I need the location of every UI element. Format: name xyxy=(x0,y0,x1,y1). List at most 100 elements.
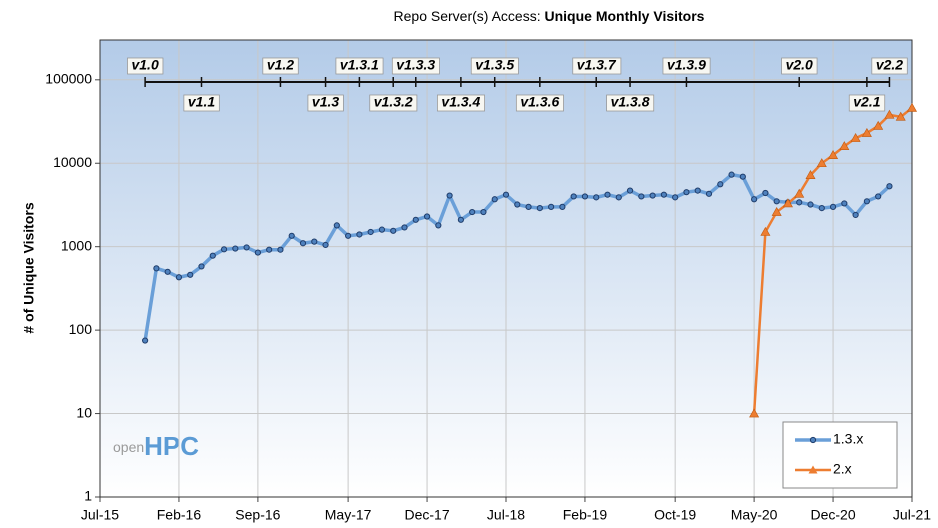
marker xyxy=(435,222,442,229)
logo-open: open xyxy=(113,439,144,455)
y-tick-label: 100 xyxy=(69,321,93,337)
logo-hpc: HPC xyxy=(144,431,199,461)
marker xyxy=(771,206,782,216)
release-label: v1.3.9 xyxy=(667,57,706,73)
marker xyxy=(232,245,239,252)
x-tick-label: May-20 xyxy=(731,507,778,523)
marker xyxy=(502,191,510,198)
marker xyxy=(198,263,205,270)
marker xyxy=(762,189,769,197)
marker xyxy=(401,224,408,231)
release-box xyxy=(262,57,299,75)
release-label: v1.1 xyxy=(188,94,215,110)
marker xyxy=(536,205,543,212)
marker xyxy=(209,252,216,259)
marker xyxy=(220,246,228,253)
marker xyxy=(649,192,656,199)
release-label: v2.2 xyxy=(876,57,903,73)
x-tick-label: Oct-19 xyxy=(654,507,696,523)
marker xyxy=(604,191,611,198)
release-label: v1.2 xyxy=(267,57,294,73)
legend-box xyxy=(782,421,898,489)
release-box xyxy=(369,94,418,112)
y-tick-label: 10000 xyxy=(53,154,92,170)
x-tick-label: Sep-16 xyxy=(235,507,280,523)
marker xyxy=(164,268,171,275)
x-tick-label: May-17 xyxy=(325,507,372,523)
release-box xyxy=(662,57,711,75)
y-axis-label: # of Unique Visitors xyxy=(21,202,37,333)
marker xyxy=(728,171,735,178)
marker xyxy=(818,205,825,212)
marker xyxy=(615,194,622,201)
marker xyxy=(559,203,566,210)
marker xyxy=(593,194,600,201)
marker xyxy=(886,183,893,190)
marker xyxy=(805,170,816,179)
marker xyxy=(367,228,374,236)
marker xyxy=(829,203,837,210)
marker xyxy=(345,232,352,239)
chart-title: Repo Server(s) Access: Unique Monthly Vi… xyxy=(394,8,705,24)
release-label: v1.3.4 xyxy=(441,94,480,110)
marker xyxy=(760,226,771,236)
marker xyxy=(288,232,295,239)
y-tick-label: 1000 xyxy=(61,237,92,253)
release-box xyxy=(391,57,440,75)
marker xyxy=(469,208,476,216)
release-box xyxy=(572,57,622,75)
release-label: v1.3.2 xyxy=(374,94,413,110)
marker xyxy=(895,111,906,121)
marker xyxy=(480,208,487,216)
marker xyxy=(446,192,453,199)
marker xyxy=(581,193,589,200)
marker xyxy=(457,216,464,223)
x-tick-label: Jul-18 xyxy=(487,507,525,523)
marker xyxy=(299,240,307,247)
release-box xyxy=(515,94,564,112)
marker xyxy=(749,408,760,418)
x-tick-label: Jul-15 xyxy=(81,507,119,523)
marker xyxy=(672,194,679,201)
marker xyxy=(850,133,861,142)
marker xyxy=(254,249,261,256)
marker xyxy=(852,211,859,219)
marker xyxy=(277,246,284,253)
marker xyxy=(378,226,386,233)
marker xyxy=(514,201,521,208)
marker xyxy=(356,231,363,238)
marker xyxy=(311,238,318,245)
logo: openHPC xyxy=(113,431,199,461)
marker xyxy=(187,271,194,278)
y-tick-label: 10 xyxy=(76,404,92,420)
marker xyxy=(796,199,803,206)
release-label: v2.0 xyxy=(786,57,813,73)
release-box xyxy=(781,57,818,75)
marker xyxy=(491,196,498,203)
marker xyxy=(816,158,827,168)
marker xyxy=(175,274,183,281)
release-label: v1.3.5 xyxy=(475,57,514,73)
release-box xyxy=(183,94,220,112)
x-tick-label: Dec-17 xyxy=(404,507,449,523)
marker xyxy=(717,181,724,188)
marker xyxy=(525,203,532,210)
title-bold: Unique Monthly Visitors xyxy=(544,8,704,24)
marker xyxy=(423,213,431,220)
marker xyxy=(828,150,839,159)
marker xyxy=(807,201,814,208)
marker xyxy=(322,241,329,249)
release-label: v1.0 xyxy=(131,57,158,73)
release-box xyxy=(871,57,908,75)
marker xyxy=(142,337,149,344)
marker xyxy=(873,120,884,130)
release-label: v1.3.7 xyxy=(577,57,617,73)
legend-label: 1.3.x xyxy=(833,431,863,447)
marker xyxy=(705,190,713,197)
marker xyxy=(660,191,667,198)
marker xyxy=(333,222,340,229)
x-tick-label: Feb-16 xyxy=(157,507,202,523)
release-box xyxy=(307,94,344,112)
release-box xyxy=(848,94,886,112)
marker xyxy=(884,109,895,119)
